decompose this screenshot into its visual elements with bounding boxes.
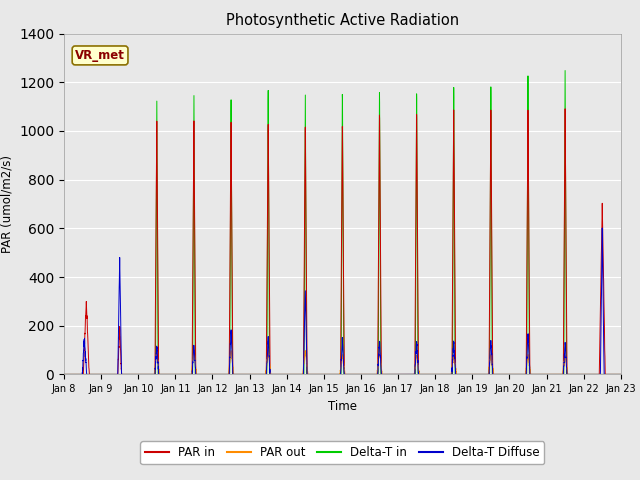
PAR out: [322, 372, 330, 377]
Title: Photosynthetic Active Radiation: Photosynthetic Active Radiation: [226, 13, 459, 28]
PAR in: [436, 372, 444, 377]
Legend: PAR in, PAR out, Delta-T in, Delta-T Diffuse: PAR in, PAR out, Delta-T in, Delta-T Dif…: [140, 442, 545, 464]
PAR out: [376, 346, 383, 352]
Delta-T in: [499, 372, 506, 377]
Delta-T in: [617, 372, 625, 377]
Delta-T Diffuse: [598, 225, 606, 231]
Line: Delta-T in: Delta-T in: [64, 71, 621, 374]
Y-axis label: PAR (umol/m2/s): PAR (umol/m2/s): [1, 155, 13, 253]
Line: PAR out: PAR out: [64, 349, 621, 374]
Delta-T in: [436, 372, 444, 377]
Delta-T in: [616, 372, 624, 377]
Line: Delta-T Diffuse: Delta-T Diffuse: [64, 228, 621, 374]
Delta-T in: [160, 372, 168, 377]
Line: PAR in: PAR in: [64, 109, 621, 374]
Delta-T Diffuse: [499, 372, 506, 377]
Delta-T in: [60, 372, 68, 377]
Delta-T in: [561, 68, 569, 73]
PAR out: [160, 372, 168, 377]
Delta-T Diffuse: [322, 372, 330, 377]
PAR out: [617, 372, 625, 377]
Text: VR_met: VR_met: [75, 49, 125, 62]
Delta-T Diffuse: [467, 372, 475, 377]
PAR out: [616, 372, 624, 377]
Delta-T in: [322, 372, 330, 377]
PAR in: [160, 372, 168, 377]
PAR out: [467, 372, 475, 377]
PAR in: [561, 106, 569, 112]
Delta-T Diffuse: [617, 372, 625, 377]
PAR in: [499, 372, 506, 377]
PAR out: [499, 372, 507, 377]
PAR in: [616, 372, 624, 377]
X-axis label: Time: Time: [328, 400, 357, 413]
Delta-T Diffuse: [60, 372, 68, 377]
PAR in: [617, 372, 625, 377]
Delta-T Diffuse: [160, 372, 168, 377]
Delta-T Diffuse: [436, 372, 444, 377]
PAR in: [467, 372, 475, 377]
Delta-T Diffuse: [616, 372, 624, 377]
PAR in: [322, 372, 330, 377]
PAR in: [60, 372, 68, 377]
PAR out: [436, 372, 444, 377]
PAR out: [60, 372, 68, 377]
Delta-T in: [467, 372, 475, 377]
